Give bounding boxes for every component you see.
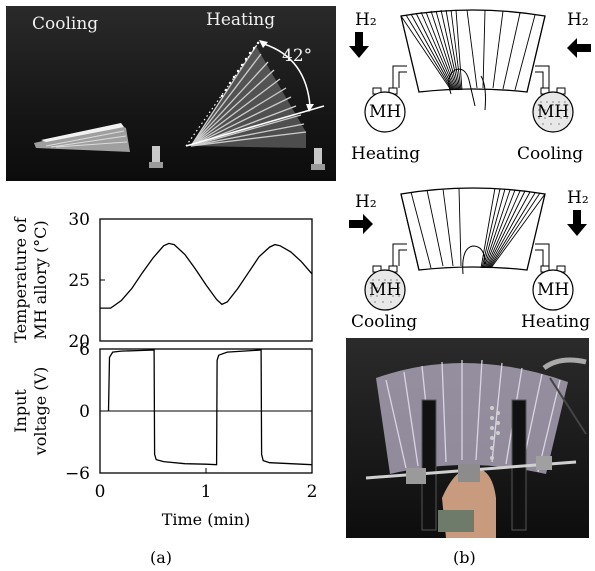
temperature-line bbox=[100, 242, 313, 309]
schematic-top-art bbox=[349, 9, 591, 133]
temperature-ylabel-line2: MH allory (°C) bbox=[31, 220, 50, 339]
cooling-photo-label: Cooling bbox=[32, 14, 99, 34]
temperature-y-tick-label: 25 bbox=[68, 271, 90, 291]
left-tank-state: Cooling bbox=[351, 312, 418, 332]
temperature-plot-frame bbox=[99, 218, 313, 342]
caption-a: (a) bbox=[150, 548, 173, 567]
time-x-tick-label: 0 bbox=[95, 482, 106, 502]
voltage-y-tick-label: −6 bbox=[65, 464, 90, 484]
left-tank-state: Heating bbox=[351, 144, 421, 164]
voltage-ylabel-line1: Input bbox=[11, 389, 30, 433]
actuator-photo-cooling-heating: Cooling Heating 42° bbox=[6, 6, 336, 181]
actuator-photo-art bbox=[6, 6, 336, 181]
voltage-ylabel-line2: voltage (V) bbox=[31, 367, 50, 457]
schematic-diagram-bottom: H₂ H₂ MH MH Cooling Heating bbox=[345, 184, 595, 334]
schematic-bottom-art bbox=[349, 187, 587, 311]
temperature-y-ticks: 30 25 20 bbox=[68, 210, 105, 352]
prototype-photo-art bbox=[346, 338, 589, 538]
prototype-device-photo bbox=[346, 338, 589, 538]
angle-label: 42° bbox=[282, 46, 313, 66]
voltage-y-tick-label: 6 bbox=[79, 340, 90, 360]
temperature-ylabel-line1: Temperature of bbox=[11, 216, 30, 343]
temperature-y-tick-label: 30 bbox=[68, 210, 90, 230]
time-x-tick-label: 2 bbox=[307, 482, 318, 502]
heating-photo-label: Heating bbox=[206, 10, 276, 30]
voltage-y-tick-label: 0 bbox=[79, 402, 90, 422]
mh-tank-label-right: MH bbox=[537, 102, 570, 122]
right-tank-state: Cooling bbox=[517, 144, 584, 164]
time-x-tick-label: 1 bbox=[201, 482, 212, 502]
temperature-y-tick-label: 20 bbox=[68, 332, 90, 352]
h2-label-left: H₂ bbox=[355, 10, 377, 30]
time-xlabel: Time (min) bbox=[162, 510, 251, 529]
temperature-chart: 30 25 20 Temperature of MH allory (°C) bbox=[11, 210, 313, 352]
mh-tank-label-right: MH bbox=[537, 280, 570, 300]
caption-b: (b) bbox=[453, 548, 476, 567]
time-x-ticks: 0 1 2 bbox=[95, 468, 318, 502]
h2-label-left: H₂ bbox=[355, 192, 377, 212]
right-tank-state: Heating bbox=[521, 312, 591, 332]
mh-tank-label-left: MH bbox=[369, 280, 402, 300]
voltage-y-ticks: 6 0 −6 bbox=[65, 340, 105, 484]
h2-label-right: H₂ bbox=[567, 188, 589, 208]
h2-label-right: H₂ bbox=[567, 10, 589, 30]
schematic-diagram-top: H₂ H₂ MH MH Heating Cooling bbox=[345, 6, 595, 172]
mh-tank-label-left: MH bbox=[369, 102, 402, 122]
voltage-line bbox=[107, 349, 313, 466]
